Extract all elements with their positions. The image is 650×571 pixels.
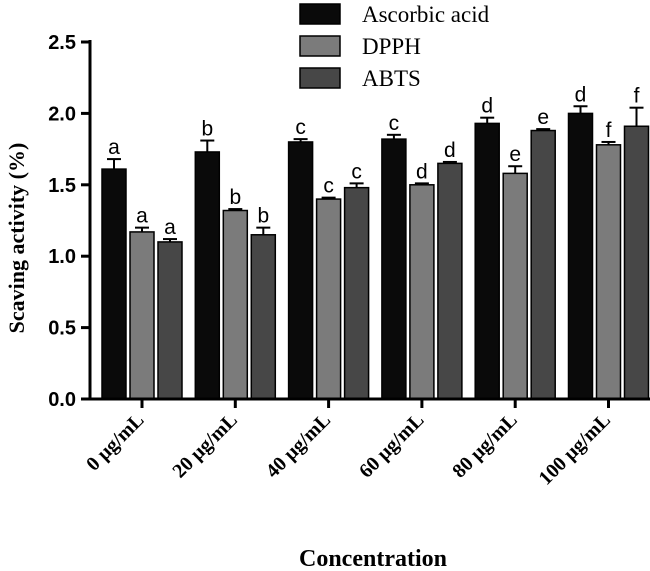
significance-label: b [201,118,213,141]
bar-dpph [222,209,249,400]
bar-dpph [595,144,622,400]
bar-abts [530,129,556,400]
bar-ascorbic-acid [474,122,500,400]
legend-label: DPPH [362,34,421,59]
bar-abts [250,234,277,400]
y-tick-label: 1.0 [48,246,76,268]
significance-label: e [509,143,521,166]
significance-label: c [323,175,334,198]
significance-label: a [136,205,148,228]
significance-label: b [257,205,269,228]
y-tick-label: 2.5 [48,32,76,54]
y-tick-label: 0.5 [48,318,76,340]
x-tick-label: 80 μg/mL [448,409,521,482]
significance-label: c [351,160,362,183]
significance-label: f [634,85,640,108]
bar-dpph [409,184,435,400]
x-tick-label: 60 μg/mL [355,409,428,482]
significance-label: c [389,112,400,135]
bar-abts [437,162,463,400]
significance-label: d [481,95,493,118]
bar-dpph [129,231,155,400]
bar-abts [623,125,650,400]
legend-label: Ascorbic acid [362,2,490,27]
bar-abts [157,241,183,400]
bar-ascorbic-acid [381,138,407,400]
legend: Ascorbic acid DPPH ABTS [299,2,490,91]
significance-label: d [444,139,456,162]
significance-label: a [108,136,120,159]
significance-label: b [229,186,241,209]
y-tick-label: 0.0 [48,389,76,411]
x-axis-label: Concentration [299,546,447,571]
legend-swatch [299,35,341,57]
x-tick-label: 40 μg/mL [262,409,335,482]
bar-dpph [315,198,342,400]
bar-ascorbic-acid [567,112,594,400]
significance-label: d [416,160,428,183]
significance-label: d [575,83,587,106]
significance-label: e [537,106,549,129]
legend-swatch [299,67,341,89]
legend-label: ABTS [362,66,421,91]
x-axis: 0 μg/mL 20 μg/mL 40 μg/mL 60 μg/mL 80 μg/mL 1… [82,397,650,490]
bar-abts [343,186,370,400]
significance-label: f [606,119,612,142]
y-tick-label: 2.0 [48,103,76,125]
x-tick-label: 100 μg/mL [534,409,615,490]
significance-label: a [164,216,176,239]
bar-ascorbic-acid [194,151,221,400]
significance-label: c [295,116,306,139]
y-axis-label: Scaving activity (%) [4,143,29,334]
x-tick-label: 20 μg/mL [168,409,241,482]
y-axis: 0.0 0.5 1.0 1.5 2.0 2.5 [48,32,92,411]
bar-ascorbic-acid [101,168,127,400]
x-tick-label: 0 μg/mL [82,409,148,475]
legend-swatch [299,3,341,25]
bar-ascorbic-acid [287,141,314,400]
bar-dpph [502,172,528,400]
y-tick-label: 1.5 [48,175,76,197]
